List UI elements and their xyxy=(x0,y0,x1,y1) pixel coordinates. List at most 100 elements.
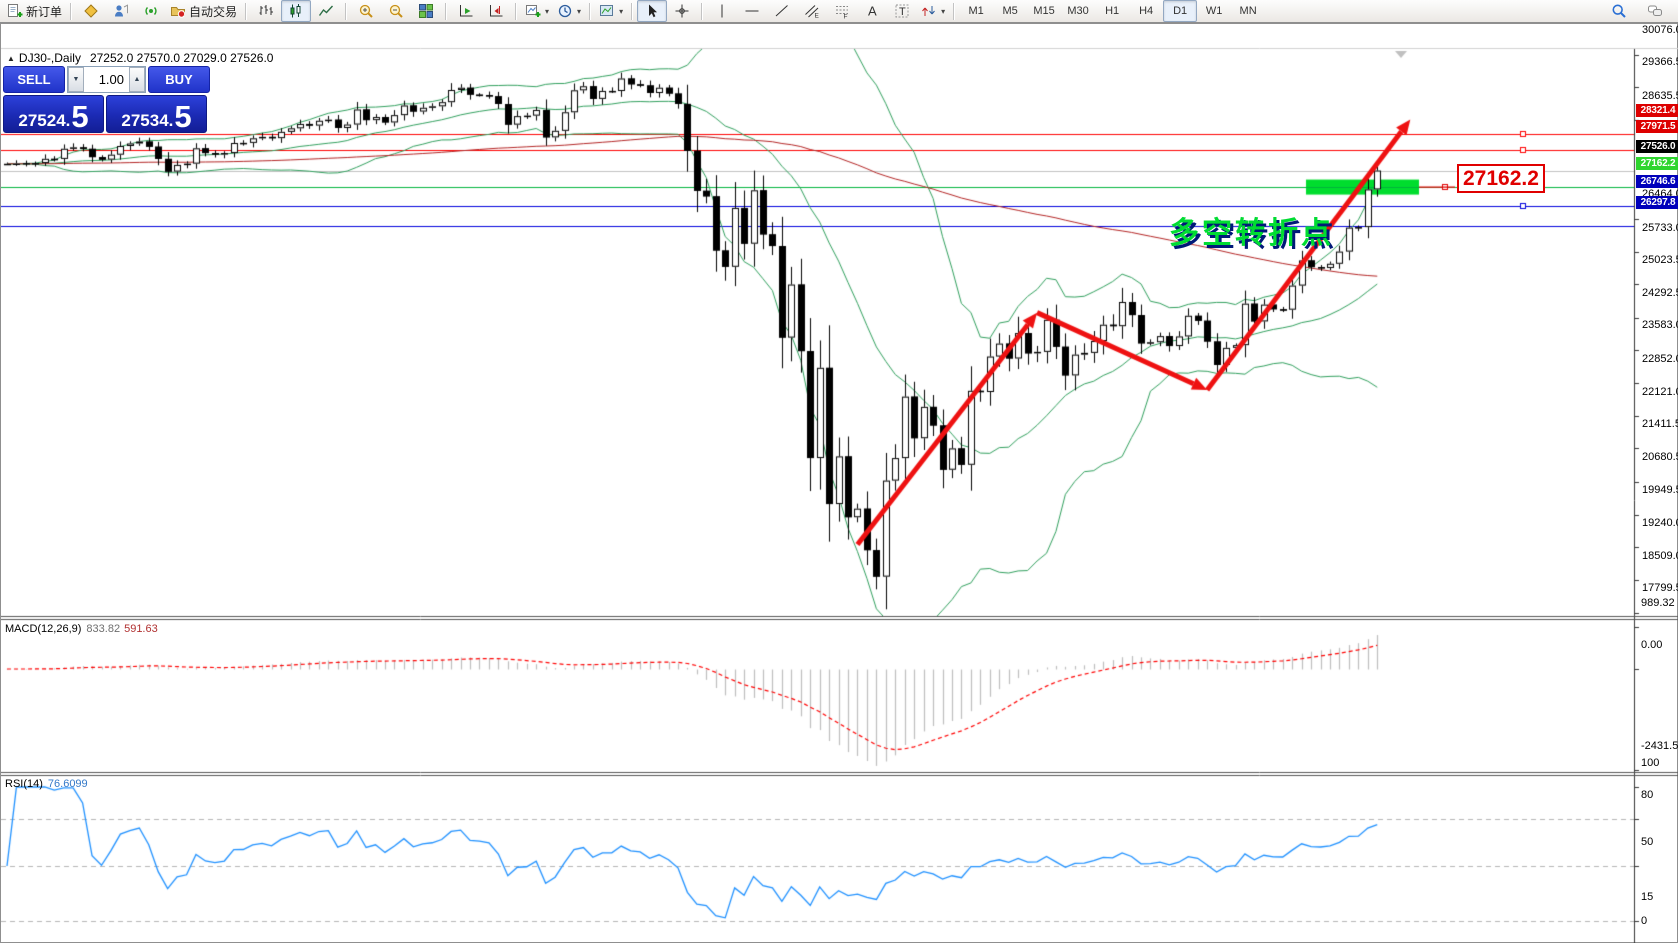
timeframe-m1-button[interactable]: M1 xyxy=(968,5,984,17)
periods-button[interactable]: ▾ xyxy=(553,0,585,22)
profile-button[interactable] xyxy=(106,0,136,22)
chartshift-icon xyxy=(488,3,504,19)
bar-chart-button[interactable] xyxy=(251,0,281,22)
zoomin-icon xyxy=(358,3,374,19)
price-tick-label: 21411.5 xyxy=(1642,417,1678,430)
rsi-name: RSI(14) xyxy=(5,778,43,790)
sell-price[interactable]: 27524. 5 xyxy=(3,95,104,133)
timeframe-w1-button[interactable]: W1 xyxy=(1205,5,1223,17)
timeframe-m30-button[interactable]: M30 xyxy=(1067,5,1089,17)
autoscroll-icon xyxy=(458,3,474,19)
text-label-button[interactable]: T xyxy=(887,0,917,22)
bars-icon xyxy=(258,3,274,19)
toolbar-right-group xyxy=(1604,0,1670,22)
timeframe-m15-button[interactable]: M15 xyxy=(1033,5,1055,17)
channel-icon: E xyxy=(804,3,820,19)
volume-decrease-button[interactable]: ▼ xyxy=(68,67,84,92)
chart-shift-button[interactable] xyxy=(481,0,511,22)
level-price-badge: 27162.2 xyxy=(1636,156,1678,170)
candles-icon xyxy=(288,3,304,19)
chevron-down-icon: ▾ xyxy=(941,6,946,16)
symbol-label: ▲ DJ30-,Daily 27252.0 27570.0 27029.0 2752… xyxy=(7,51,273,65)
macd-signal-value: 591.63 xyxy=(124,623,158,635)
favorites-icon-button[interactable] xyxy=(76,0,106,22)
toolbar-separator xyxy=(515,2,518,20)
template-icon xyxy=(599,3,615,19)
buy-price-big-digit: 5 xyxy=(174,98,192,134)
vertical-line-button[interactable] xyxy=(707,0,737,22)
rsi-tick-label: 80 xyxy=(1641,789,1654,801)
text-button[interactable]: A xyxy=(857,0,887,22)
symbol-name: DJ30-,Daily xyxy=(18,51,81,65)
timeframe-mn-button[interactable]: MN xyxy=(1239,5,1257,17)
timeframe-d1-button[interactable]: D1 xyxy=(1163,0,1198,22)
turning-point-annotation[interactable]: 多空转折点 xyxy=(1169,217,1334,250)
docplus-icon xyxy=(7,3,23,19)
cursor-icon xyxy=(644,3,660,19)
shapes-icon xyxy=(921,3,937,19)
autotrade-button[interactable]: 自动交易 xyxy=(166,0,241,22)
fibonacci-button[interactable]: F xyxy=(827,0,857,22)
zoom-out-button[interactable] xyxy=(381,0,411,22)
price-level-annotation[interactable]: 27162.2 xyxy=(1457,164,1545,193)
line-chart-button[interactable] xyxy=(311,0,341,22)
newchart-icon xyxy=(525,3,541,19)
main-toolbar: 新订单 自动交易 ▾ ▾ ▾ E F A T ▾ M1 M5 M15 M30 H1 H4 D1 W1 MN xyxy=(0,0,1678,23)
volume-control: ▼ ▲ xyxy=(67,66,146,93)
timeframe-h4-button[interactable]: H4 xyxy=(1139,5,1154,17)
buy-button[interactable]: BUY xyxy=(148,66,210,93)
zoomout-icon xyxy=(388,3,404,19)
templates-button[interactable]: ▾ xyxy=(595,0,627,22)
volume-input[interactable] xyxy=(84,67,129,92)
channel-button[interactable]: E xyxy=(797,0,827,22)
svg-text:T: T xyxy=(899,6,906,18)
price-tick-label: 18509.0 xyxy=(1642,549,1678,562)
hline-icon xyxy=(744,3,760,19)
horizontal-line-button[interactable] xyxy=(737,0,767,22)
new-chart-button[interactable]: ▾ xyxy=(521,0,553,22)
auto-scroll-button[interactable] xyxy=(451,0,481,22)
volume-increase-button[interactable]: ▲ xyxy=(129,67,145,92)
svg-text:F: F xyxy=(844,14,848,20)
chart-canvas[interactable] xyxy=(1,24,1678,943)
fibo-icon: F xyxy=(834,3,850,19)
clock-icon xyxy=(557,3,573,19)
macd-name: MACD(12,26,9) xyxy=(5,623,82,635)
gem-icon xyxy=(83,3,99,19)
macd-tick-label: 989.32 xyxy=(1641,597,1675,609)
price-tick-label: 23583.0 xyxy=(1642,319,1678,332)
zoom-in-button[interactable] xyxy=(351,0,381,22)
timeframe-h1-button[interactable]: H1 xyxy=(1105,5,1120,17)
svg-text:E: E xyxy=(815,13,820,20)
sell-button[interactable]: SELL xyxy=(3,66,65,93)
shapes-button[interactable]: ▾ xyxy=(917,0,949,22)
chevron-down-icon: ▾ xyxy=(545,6,550,16)
price-tick-label: 22121.0 xyxy=(1642,385,1678,398)
one-click-trade-panel: SELL ▼ ▲ BUY 27524.5 27534.5 xyxy=(3,66,210,133)
chevron-down-icon: ▾ xyxy=(577,6,582,16)
macd-tick-label: -2431.58 xyxy=(1641,740,1678,752)
toolbar-separator xyxy=(953,2,956,20)
candlestick-chart-button[interactable] xyxy=(281,0,312,22)
price-tick-label: 29366.5 xyxy=(1642,56,1678,69)
new-order-button[interactable]: 新订单 xyxy=(3,0,66,22)
autotrade-icon xyxy=(170,3,186,19)
tile-windows-button[interactable] xyxy=(411,0,441,22)
chat-button[interactable] xyxy=(1640,0,1670,22)
chart-window: ▲ DJ30-,Daily 27252.0 27570.0 27029.0 2752… xyxy=(0,23,1678,943)
rsi-tick-label: 100 xyxy=(1641,757,1660,769)
crosshair-button[interactable] xyxy=(667,0,697,22)
buy-price[interactable]: 27534. 5 xyxy=(106,95,207,133)
signals-button[interactable] xyxy=(136,0,166,22)
timeframe-m5-button[interactable]: M5 xyxy=(1002,5,1018,17)
trendline-button[interactable] xyxy=(767,0,797,22)
chevron-down-icon: ▾ xyxy=(619,6,624,16)
cursor-button[interactable] xyxy=(637,0,668,22)
search-button[interactable] xyxy=(1604,0,1634,22)
rsi-tick-label: 0 xyxy=(1641,915,1648,927)
textT-icon: T xyxy=(894,3,910,19)
toolbar-separator xyxy=(589,2,592,20)
price-tick-label: 25733.0 xyxy=(1642,221,1678,234)
current-price-badge: 27526.0 xyxy=(1636,140,1678,154)
